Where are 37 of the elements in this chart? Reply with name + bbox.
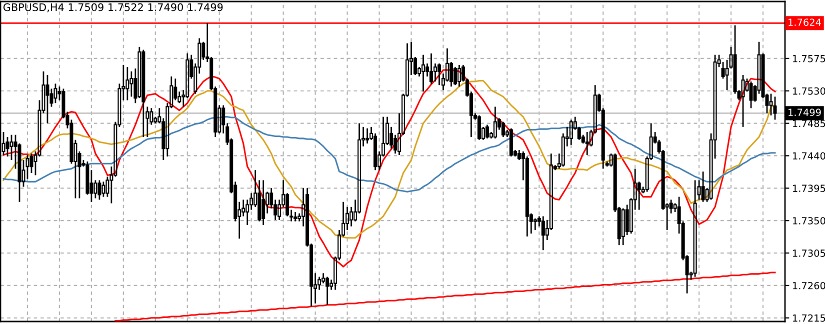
candlestick xyxy=(46,74,50,124)
candlestick xyxy=(322,272,326,284)
candlestick xyxy=(693,180,697,278)
ref-line-label: 1.7499 xyxy=(788,108,821,116)
line-series xyxy=(114,272,776,322)
candlestick xyxy=(585,131,589,156)
candlestick xyxy=(146,106,150,138)
y-tick-label: 1.7260 xyxy=(793,282,825,290)
y-tick-label: 1.7485 xyxy=(793,120,825,128)
y-tick-label: 1.7305 xyxy=(793,250,825,257)
candlestick xyxy=(457,64,461,88)
y-tick-label: 1.7350 xyxy=(793,217,825,224)
candlestick xyxy=(366,128,370,144)
candlestick xyxy=(126,66,130,101)
candlestick xyxy=(541,216,545,251)
line-series xyxy=(2,80,776,239)
candlestick xyxy=(421,54,425,92)
candlestick xyxy=(294,211,298,222)
candlestick xyxy=(246,199,250,226)
candlestick xyxy=(242,199,246,217)
candlestick xyxy=(393,134,398,154)
y-tick-label: 1.7575 xyxy=(793,55,825,62)
y-tick-label: 1.7215 xyxy=(793,314,825,322)
candlestick xyxy=(98,180,102,200)
ref-line-label: 1.7624 xyxy=(788,18,821,26)
candlestick xyxy=(350,206,354,228)
y-tick-label: 1.7440 xyxy=(793,152,825,160)
candlestick xyxy=(102,180,106,198)
candlestick xyxy=(250,192,254,210)
chart-title: GBPUSD,H4 1.7509 1.7522 1.7490 1.7499 xyxy=(3,3,223,12)
candlestick xyxy=(130,70,134,98)
candlestick xyxy=(569,119,573,146)
candlestick xyxy=(262,180,266,226)
candlestick xyxy=(389,126,394,150)
y-tick-label: 1.7530 xyxy=(793,87,825,95)
candlestick xyxy=(94,180,98,199)
y-tick-label: 1.7395 xyxy=(793,184,825,192)
